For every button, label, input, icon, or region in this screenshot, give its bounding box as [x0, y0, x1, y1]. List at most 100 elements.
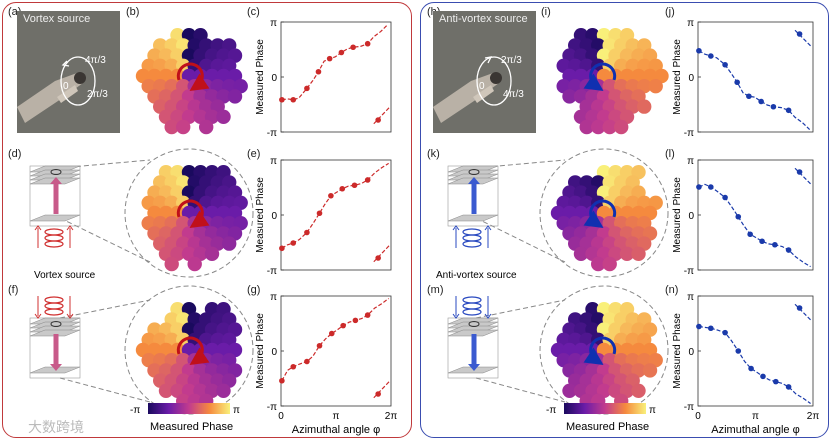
data-point [375, 391, 381, 397]
phase-pixel [222, 236, 237, 251]
y-axis-label: Measured Phase [255, 177, 266, 253]
data-point [351, 182, 358, 189]
data-point [722, 61, 728, 68]
data-point [796, 169, 803, 175]
colorbar-left [148, 403, 230, 414]
phase-curve [281, 162, 389, 249]
data-point [375, 255, 381, 261]
phase-plot-e: π 0 -π Measured Phase [255, 156, 392, 277]
data-point [696, 184, 702, 190]
data-point [328, 192, 334, 199]
y-tick-label: 0 [688, 211, 694, 222]
label-m: (m) [427, 284, 444, 296]
data-point [747, 231, 753, 238]
y-tick-label: -π [267, 402, 277, 413]
colorbar-right-label: Measured Phase [566, 421, 649, 433]
angle-0: 0 [63, 81, 69, 92]
y-tick-label: 0 [688, 347, 694, 358]
data-point [352, 317, 359, 324]
phase-pixel [562, 89, 577, 104]
data-point [734, 79, 740, 86]
clockwise-arrow [176, 199, 210, 229]
phase-pixel [199, 119, 214, 135]
y-tick-label: 0 [688, 73, 694, 84]
y-axis-label: Measured Phase [672, 177, 683, 253]
data-point [339, 185, 346, 192]
data-point [290, 363, 297, 370]
photo-drawing: 2π/3 0 4π/3 [433, 55, 524, 123]
phase-pixel [602, 256, 617, 272]
y-tick-label: π [270, 18, 277, 29]
y-tick-label: -π [267, 266, 277, 277]
colorbar-right [564, 403, 646, 414]
phase-pixel [176, 119, 191, 135]
y-tick-label: π [687, 292, 694, 303]
colorbar-left-max: π [233, 405, 240, 416]
y-axis-label: Measured Phase [672, 313, 683, 389]
data-point [350, 44, 356, 51]
phase-pixel [591, 119, 606, 135]
phase-pixel [631, 246, 646, 261]
colorbar-right-min: -π [546, 405, 556, 416]
x-tick-label: π [333, 411, 340, 422]
clockwise-arrow [176, 336, 210, 366]
phase-pixel [591, 256, 606, 272]
phase-pixel [637, 99, 652, 114]
x-axis-label: Azimuthal angle φ [292, 424, 380, 436]
phase-plot-l: π 0 -π Measured Phase [672, 156, 814, 277]
y-tick-label: 0 [271, 211, 277, 222]
phase-pixel [204, 246, 220, 261]
data-point [735, 348, 742, 354]
phase-pixel [619, 246, 635, 261]
data-point [315, 68, 322, 75]
data-point [364, 40, 371, 47]
data-point [772, 241, 778, 248]
data-point [785, 247, 792, 253]
phase-curve [281, 297, 390, 382]
y-axis-label: Measured Phase [672, 39, 683, 115]
phase-plot-j: π 0 -π Measured Phase [672, 18, 814, 139]
angle-2pi3: 2π/3 [87, 89, 108, 100]
photo-drawing: 4π/3 0 2π/3 [17, 55, 108, 123]
x-tick-label: π [752, 411, 759, 422]
data-point [760, 373, 766, 380]
phase-pixel [164, 256, 179, 272]
phase-pixel [187, 256, 202, 272]
data-point [316, 210, 323, 217]
data-point [279, 245, 285, 252]
x-tick-label: 2π [385, 411, 398, 422]
data-point [364, 312, 371, 318]
phase-pixel [158, 383, 174, 398]
angle-4pi3: 4π/3 [503, 89, 524, 100]
data-point [758, 98, 764, 105]
data-point [772, 378, 779, 385]
phase-pixel [602, 119, 617, 135]
counterclockwise-arrow [583, 62, 617, 92]
y-tick-label: 0 [271, 347, 277, 358]
phase-map [550, 165, 663, 272]
data-point [290, 240, 297, 246]
y-tick-label: -π [684, 402, 694, 413]
data-point [696, 47, 702, 54]
data-point [785, 384, 792, 390]
phase-curve [698, 183, 811, 268]
phase-pixel [648, 79, 663, 94]
phase-pixel [573, 246, 589, 261]
phase-pixel [227, 89, 243, 104]
data-point [375, 117, 381, 123]
y-axis-label: Measured Phase [255, 39, 266, 115]
data-point [290, 96, 297, 103]
y-tick-label: π [687, 156, 694, 167]
data-point [708, 184, 714, 190]
data-point [748, 365, 754, 372]
right-frame [420, 2, 829, 438]
y-tick-label: π [687, 18, 694, 29]
phase-map [550, 302, 663, 409]
phase-map [141, 165, 248, 272]
data-point [759, 238, 765, 245]
photo-vortex: Vortex source 4π/3 0 2π/3 [17, 11, 120, 133]
phase-pixel [164, 119, 179, 135]
